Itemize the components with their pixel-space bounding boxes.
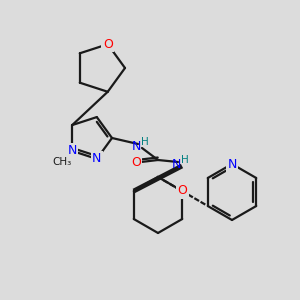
Text: N: N — [131, 140, 141, 152]
Text: O: O — [131, 155, 141, 169]
Text: N: N — [92, 152, 101, 165]
Text: O: O — [103, 38, 113, 51]
Text: N: N — [171, 158, 181, 172]
Text: N: N — [68, 144, 77, 158]
Text: H: H — [181, 155, 189, 165]
Text: H: H — [141, 137, 149, 147]
Text: N: N — [227, 158, 237, 170]
Text: CH₃: CH₃ — [52, 157, 72, 167]
Text: O: O — [177, 184, 187, 197]
